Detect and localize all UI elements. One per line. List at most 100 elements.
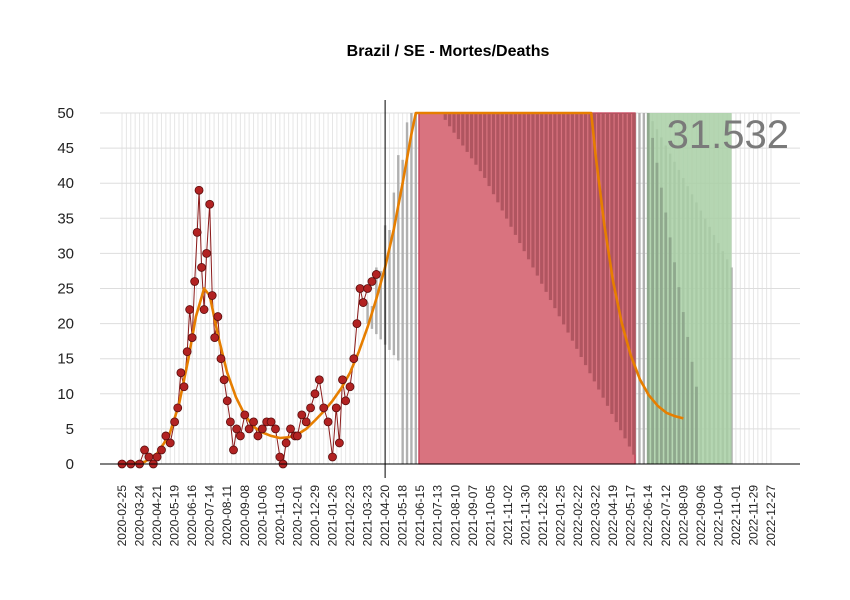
peak-region-bar: [562, 113, 566, 325]
y-tick-label: 25: [57, 281, 74, 298]
forecast-band-bar: [379, 270, 382, 340]
y-tick-label: 5: [66, 421, 74, 438]
y-tick-label: 35: [57, 210, 74, 227]
forecast-band-bar: [397, 155, 400, 361]
forecast-band-bar: [370, 306, 374, 329]
peak-region-bar: [605, 113, 610, 406]
observed-point: [192, 227, 202, 237]
axes: [100, 100, 800, 478]
peak-region-bar: [452, 113, 456, 133]
peak-region-bar: [619, 113, 623, 431]
x-tick-label: 2020-11-03: [273, 485, 287, 546]
x-tick-label: 2022-09-06: [694, 485, 708, 547]
x-tick-label: 2021-06-15: [413, 485, 427, 547]
x-axis-ticks: 2020-02-25 2020-03-24 2020-04-21 2020-05-19…: [115, 485, 778, 547]
x-tick-label: 2021-11-30: [518, 485, 532, 546]
x-tick-label: 2022-04-19: [606, 485, 620, 547]
x-tick-label: 2020-02-25: [115, 485, 129, 547]
x-tick-label: 2020-09-08: [238, 485, 252, 547]
observed-point: [371, 270, 381, 279]
observed-point: [297, 410, 307, 420]
observed-point: [207, 291, 217, 300]
x-tick-label: 2020-03-24: [133, 485, 147, 547]
x-tick-label: 2022-12-27: [764, 485, 778, 547]
peak-region-bar: [461, 113, 465, 146]
peak-region-bar: [522, 113, 526, 252]
peak-region-bar: [632, 113, 636, 455]
peak-region-bar: [474, 113, 478, 165]
observed-point: [341, 396, 351, 406]
observed-point: [323, 417, 333, 427]
observed-point: [358, 298, 368, 307]
x-tick-label: 2020-07-14: [203, 485, 217, 547]
observed-point: [187, 333, 197, 343]
observed-point: [197, 263, 206, 272]
x-tick-label: 2022-11-01: [729, 485, 743, 546]
y-tick-label: 10: [57, 386, 74, 403]
x-tick-label: 2021-04-20: [378, 485, 392, 547]
forecast-band-bar: [410, 113, 413, 464]
observed-point: [349, 354, 359, 364]
peak-region-bar: [544, 113, 548, 292]
peak-region-bar: [531, 113, 535, 268]
peak-region-bar: [627, 113, 632, 447]
observed-point: [225, 417, 235, 427]
observed-point: [190, 277, 200, 286]
observed-point: [210, 333, 220, 343]
forecast-bands: [366, 112, 733, 465]
peak-region-bar: [513, 113, 518, 235]
forecast-band-bar: [392, 192, 396, 356]
x-tick-label: 2020-10-06: [255, 485, 269, 547]
observed-point: [331, 403, 341, 413]
tail-region-bar: [659, 187, 663, 464]
peak-region-bar: [570, 113, 575, 341]
x-tick-label: 2020-04-21: [150, 485, 164, 547]
x-tick-label: 2022-06-14: [641, 485, 655, 547]
observed-point: [194, 185, 204, 195]
observed-point: [199, 305, 209, 314]
peak-region-bar: [575, 113, 579, 349]
observed-point: [266, 417, 276, 427]
forecast-band-bar: [414, 113, 418, 464]
observed-point: [352, 319, 362, 329]
forecast-band-bar: [730, 267, 733, 464]
peak-region-bar: [491, 113, 496, 195]
x-tick-label: 2020-12-01: [290, 485, 304, 547]
observed-point: [232, 424, 242, 434]
observed-point: [293, 431, 302, 441]
observed-point: [281, 438, 291, 448]
peak-region-bar: [526, 113, 531, 260]
peak-region-bar: [566, 113, 570, 333]
observed-point: [165, 438, 175, 448]
x-tick-label: 2020-05-19: [168, 485, 182, 547]
observed-point: [235, 431, 245, 441]
x-tick-label: 2022-07-12: [659, 485, 673, 547]
tail-region-bar: [646, 113, 650, 464]
forecast-band-bar: [638, 113, 641, 464]
peak-region-bar: [535, 113, 539, 276]
y-tick-label: 40: [57, 175, 74, 192]
observed-point: [338, 375, 347, 385]
observed-point: [140, 445, 149, 455]
trend-series-line: [121, 111, 684, 466]
x-tick-label: 2021-02-23: [343, 485, 357, 547]
x-tick-label: 2022-05-17: [624, 485, 638, 547]
peak-region-bar: [465, 113, 469, 152]
observed-point: [314, 375, 324, 385]
x-tick-label: 2021-05-18: [396, 485, 410, 547]
x-tick-label: 2022-11-29: [747, 485, 761, 546]
observed-point: [185, 305, 195, 314]
observed-point: [310, 389, 320, 399]
tail-region-bar: [655, 162, 659, 464]
x-tick-label: 2022-01-25: [554, 485, 568, 547]
observed-point: [205, 199, 215, 209]
x-tick-label: 2021-11-02: [501, 485, 515, 546]
x-tick-label: 2020-12-29: [308, 485, 322, 547]
peak-region-bar: [579, 113, 583, 357]
y-tick-label: 0: [66, 456, 74, 473]
observed-point: [173, 403, 183, 413]
x-tick-label: 2020-08-11: [220, 485, 234, 546]
observed-point: [367, 277, 377, 286]
observed-point: [182, 347, 192, 357]
